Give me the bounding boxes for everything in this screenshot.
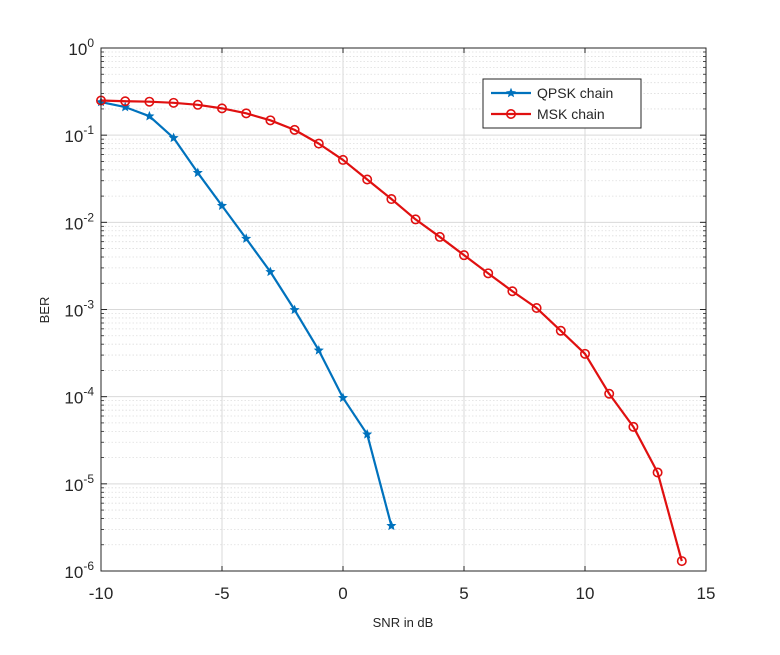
data-point bbox=[337, 392, 349, 403]
data-point bbox=[265, 266, 276, 277]
legend-label: QPSK chain bbox=[537, 85, 613, 101]
legend-item: MSK chain bbox=[491, 106, 605, 122]
data-point bbox=[628, 421, 639, 432]
y-tick-label: 10-1 bbox=[64, 123, 94, 146]
data-point bbox=[507, 286, 518, 297]
y-tick-label: 10-4 bbox=[64, 385, 94, 408]
series-line bbox=[100, 99, 683, 562]
data-point bbox=[386, 520, 397, 531]
data-point bbox=[168, 132, 179, 143]
y-tick-label: 100 bbox=[68, 36, 94, 59]
x-tick-label: 0 bbox=[338, 584, 347, 603]
data-point bbox=[337, 154, 348, 165]
data-point bbox=[604, 388, 615, 399]
y-tick-label: 10-5 bbox=[64, 472, 94, 495]
data-point bbox=[217, 103, 228, 114]
data-point bbox=[531, 303, 542, 314]
legend-marker bbox=[505, 109, 516, 120]
data-point bbox=[216, 200, 228, 211]
data-point bbox=[192, 99, 203, 110]
data-point bbox=[120, 101, 131, 112]
data-point bbox=[676, 556, 687, 567]
legend-item: QPSK chain bbox=[491, 85, 613, 101]
data-point bbox=[168, 97, 179, 108]
y-tick-label: 10-3 bbox=[64, 298, 94, 321]
x-tick-label: -10 bbox=[89, 584, 114, 603]
tick-marks bbox=[100, 47, 707, 572]
y-tick-label: 10-6 bbox=[64, 559, 94, 582]
legend-label: MSK chain bbox=[537, 106, 605, 122]
data-point bbox=[652, 467, 663, 478]
data-point bbox=[192, 167, 203, 178]
data-point bbox=[144, 110, 155, 121]
data-point bbox=[241, 233, 252, 243]
legend-box bbox=[482, 78, 642, 129]
x-tick-label: 10 bbox=[576, 584, 595, 603]
legend: QPSK chain MSK chain bbox=[482, 78, 642, 129]
minor-grid bbox=[101, 51, 706, 546]
data-point bbox=[386, 194, 397, 205]
x-tick-label: 5 bbox=[459, 584, 468, 603]
data-point bbox=[579, 348, 590, 359]
y-axis-label: BER bbox=[37, 297, 52, 324]
data-point bbox=[458, 250, 469, 261]
data-point bbox=[555, 325, 566, 336]
data-point bbox=[265, 115, 276, 126]
series-layer bbox=[95, 95, 687, 567]
data-point bbox=[483, 268, 494, 279]
x-tick-label: -5 bbox=[214, 584, 229, 603]
data-point bbox=[289, 304, 300, 315]
data-point bbox=[144, 96, 155, 107]
data-point bbox=[434, 231, 445, 242]
data-point bbox=[120, 96, 131, 107]
x-tick-label: 15 bbox=[697, 584, 716, 603]
x-axis-label: SNR in dB bbox=[373, 615, 434, 630]
data-point bbox=[313, 138, 324, 149]
x-tick-labels: -10 -5 0 5 10 15 bbox=[89, 584, 716, 603]
legend-marker bbox=[505, 87, 517, 98]
data-point bbox=[410, 214, 421, 225]
data-point bbox=[313, 345, 324, 355]
y-tick-labels: 100 10-1 10-2 10-3 10-4 10-5 10-6 bbox=[64, 36, 94, 582]
data-point bbox=[362, 174, 373, 185]
y-tick-label: 10-2 bbox=[64, 210, 94, 233]
data-point bbox=[362, 429, 373, 439]
data-point bbox=[289, 124, 300, 135]
data-point bbox=[241, 108, 252, 119]
